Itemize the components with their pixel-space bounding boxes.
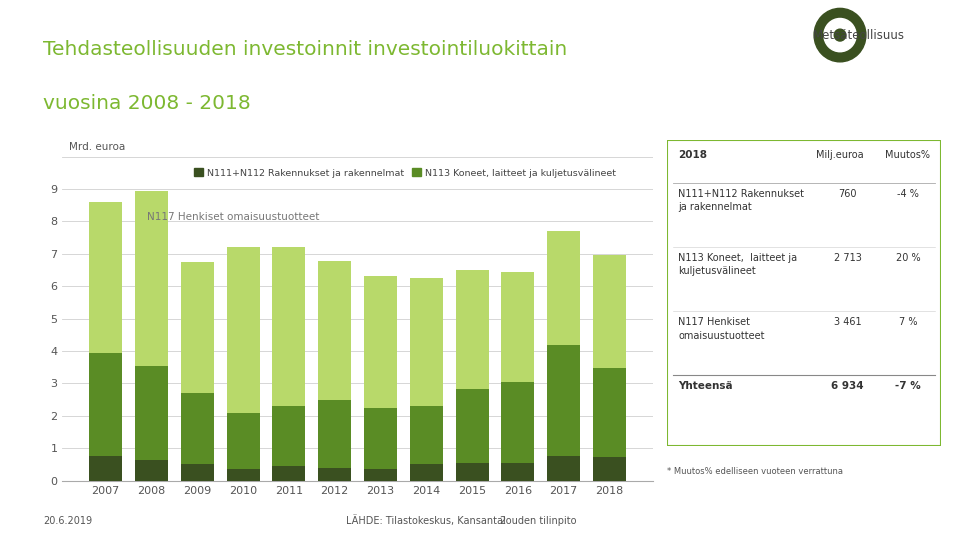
FancyBboxPatch shape xyxy=(667,140,941,446)
Text: N111+N112 Rakennukset
ja rakennelmat: N111+N112 Rakennukset ja rakennelmat xyxy=(678,189,804,212)
Text: Tehdasteollisuuden investoinnit investointiluokittain: Tehdasteollisuuden investoinnit investoi… xyxy=(43,40,567,59)
Bar xyxy=(89,202,122,353)
Bar xyxy=(227,413,259,469)
Text: * Muutos% edelliseen vuoteen verrattuna: * Muutos% edelliseen vuoteen verrattuna xyxy=(667,467,843,476)
Bar xyxy=(180,262,214,393)
Bar xyxy=(135,366,168,460)
Text: -4 %: -4 % xyxy=(897,189,919,199)
Bar xyxy=(364,469,397,481)
Bar xyxy=(456,463,489,481)
Circle shape xyxy=(834,29,846,41)
Text: 7 %: 7 % xyxy=(899,318,917,327)
Bar xyxy=(318,261,351,400)
Bar xyxy=(273,406,305,466)
Text: 2 713: 2 713 xyxy=(834,253,862,264)
Circle shape xyxy=(814,8,866,62)
Bar xyxy=(89,353,122,456)
Bar xyxy=(135,191,168,366)
Bar xyxy=(593,368,626,457)
Circle shape xyxy=(824,18,856,52)
Text: N117 Henkiset
omaisuustuotteet: N117 Henkiset omaisuustuotteet xyxy=(678,318,765,341)
Text: N113 Koneet,  laitteet ja
kuljetusvälineet: N113 Koneet, laitteet ja kuljetusvälinee… xyxy=(678,253,797,276)
Bar xyxy=(410,406,443,464)
Bar xyxy=(547,346,580,456)
Bar xyxy=(547,231,580,346)
Text: -7 %: -7 % xyxy=(895,381,921,391)
Text: 760: 760 xyxy=(838,189,857,199)
Text: LÄHDE: Tilastokeskus, Kansantalouden tilinpito: LÄHDE: Tilastokeskus, Kansantalouden til… xyxy=(346,515,576,526)
Bar xyxy=(593,255,626,368)
Bar xyxy=(135,460,168,481)
Bar xyxy=(180,464,214,481)
Text: Metsäteollisuus: Metsäteollisuus xyxy=(813,29,905,42)
Bar xyxy=(273,466,305,481)
Text: 2: 2 xyxy=(499,516,506,526)
Bar xyxy=(501,463,535,481)
Text: vuosina 2008 - 2018: vuosina 2008 - 2018 xyxy=(43,94,251,113)
Bar xyxy=(318,400,351,468)
Text: 3 461: 3 461 xyxy=(834,318,861,327)
Bar xyxy=(547,456,580,481)
Text: 20 %: 20 % xyxy=(896,253,921,264)
Text: 6 934: 6 934 xyxy=(831,381,864,391)
Bar xyxy=(501,272,535,382)
Bar xyxy=(364,276,397,408)
Bar xyxy=(180,393,214,464)
Text: Milj.euroa: Milj.euroa xyxy=(816,150,863,159)
Legend: N111+N112 Rakennukset ja rakennelmat, N113 Koneet, laitteet ja kuljetusvälineet: N111+N112 Rakennukset ja rakennelmat, N1… xyxy=(190,165,619,181)
Bar xyxy=(501,382,535,463)
Text: 2018: 2018 xyxy=(678,150,708,159)
Bar xyxy=(318,468,351,481)
Bar xyxy=(227,469,259,481)
Bar xyxy=(456,389,489,463)
Text: N117 Henkiset omaisuustuotteet: N117 Henkiset omaisuustuotteet xyxy=(147,212,320,221)
Bar xyxy=(89,456,122,481)
Text: Mrd. euroa: Mrd. euroa xyxy=(69,141,126,152)
Bar xyxy=(593,457,626,481)
Bar xyxy=(410,278,443,406)
Bar xyxy=(273,247,305,406)
Bar xyxy=(410,464,443,481)
Text: Yhteensä: Yhteensä xyxy=(678,381,732,391)
Bar xyxy=(227,247,259,413)
Text: Muutos%: Muutos% xyxy=(885,150,930,159)
Text: 20.6.2019: 20.6.2019 xyxy=(43,516,92,526)
Bar xyxy=(456,270,489,389)
Bar xyxy=(364,408,397,469)
